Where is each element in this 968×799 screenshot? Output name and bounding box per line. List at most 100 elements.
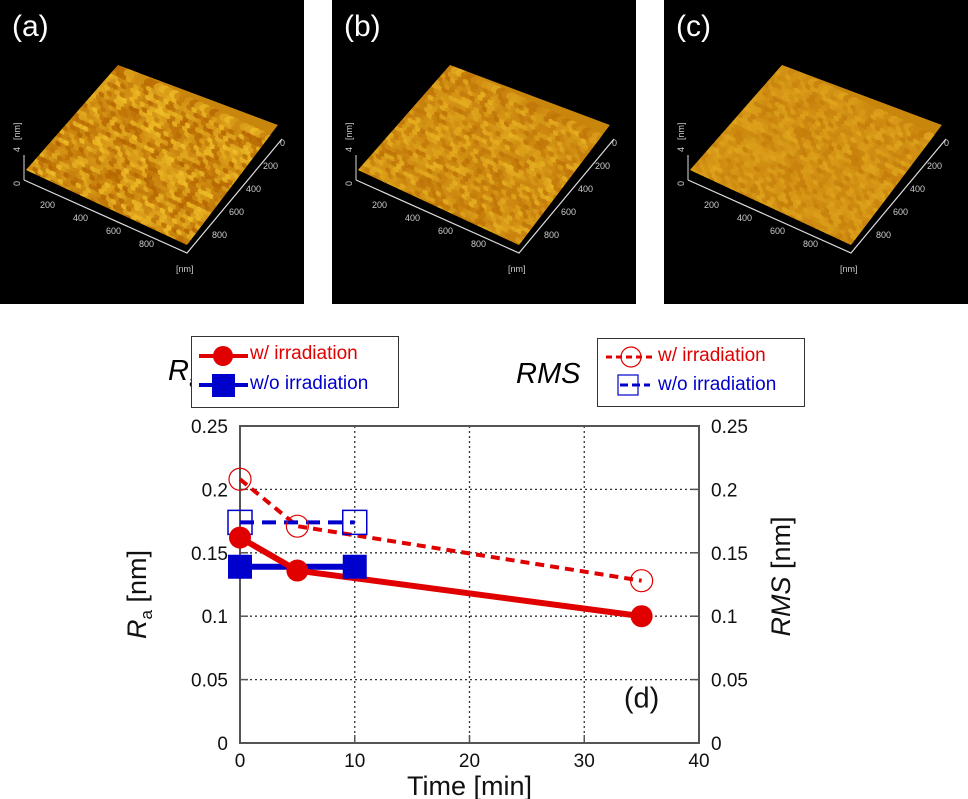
y-tick-label-left: 0.1 [202,607,228,628]
legend-left: w/ irradiation w/o irradiation [191,336,399,408]
legend-rms-irr-label: w/ irradiation [658,345,766,366]
panel-label-b: (b) [344,10,381,43]
legend-rms-irr-marker [620,346,642,368]
axis-labels: 0 00.05 0.050.1 0.10.15 0.150.2 0.20.25 0.250 1… [122,417,796,799]
afm-y-tick: 0 [280,138,285,148]
afm-y-tick: 200 [263,161,278,171]
panel-label-c: (c) [676,10,711,43]
y-axis-label-left-main: R [122,619,152,639]
y-axis-label-left: Ra [nm] [122,550,156,639]
afm-x-tick: 200 [40,200,55,210]
afm-y-tick: 200 [927,161,942,171]
afm-x-tick: 200 [704,200,719,210]
afm-y-tick: 0 [944,138,949,148]
legend-rms-noirr-label: w/o irradiation [658,374,777,395]
afm-panel-c: 0 4 [nm] 200 400 600 800 0 200 400 600 800 [nm] (c) [664,0,968,304]
y-tick-label-right: 0.05 [711,671,748,692]
afm-x-tick: 200 [372,200,387,210]
y-tick-label-right: 0.1 [711,607,737,628]
y-tick-label-right: 0.25 [711,417,748,438]
afm-z-unit: [nm] [676,122,686,140]
afm-x-tick: 800 [139,239,154,249]
afm-x-tick: 800 [803,239,818,249]
afm-unit: [nm] [508,264,526,274]
series-line-rms-w-irradiation [238,477,642,583]
y-tick-label-right: 0 [711,734,722,755]
afm-axes [355,138,615,254]
afm-z-unit: [nm] [12,122,22,140]
y-tick-label-left: 0.05 [191,671,228,692]
afm-x-tick: 600 [106,226,121,236]
afm-y-tick: 0 [612,138,617,148]
legend-right: w/ irradiation w/o irradiation [597,338,805,407]
grid-lines [240,426,699,743]
afm-y-tick: 400 [246,184,261,194]
x-tick-label: 30 [574,751,595,772]
afm-z-tick: 4 [676,147,686,152]
y-tick-label-left: 0.2 [202,480,228,501]
afm-x-tick: 400 [73,213,88,223]
afm-y-tick: 600 [561,207,576,217]
afm-z-tick: 4 [12,147,22,152]
y-tick-label-right: 0.2 [711,480,737,501]
x-tick-label: 10 [344,751,365,772]
marker-rms-w-o-irradiation [342,509,368,536]
afm-panel-b: 0 4 [nm] 200 400 600 800 0 200 400 600 800 [nm] (b) [332,0,636,304]
afm-z-zero: 0 [676,181,686,186]
marker-rms-w-irradiation [630,569,654,593]
afm-y-tick: 800 [212,230,227,240]
marker-ra-w-o-irradiation [228,554,252,579]
afm-x-tick: 400 [405,213,420,223]
marker-ra-w-irradiation [229,526,251,549]
y-axis-label-right: RMS [nm] [766,516,796,636]
afm-axes [23,138,283,254]
afm-y-tick: 800 [544,230,559,240]
afm-texture [358,65,610,245]
afm-y-tick: 800 [876,230,891,240]
legend-right-title: RMS [516,358,581,390]
afm-unit: [nm] [840,264,858,274]
afm-panel-a: 0 4 [nm] 200 400 600 800 0 200 400 600 800 [nm] (a) [0,0,304,304]
x-tick-label: 40 [688,751,709,772]
y-axis-label-left-unit: [nm] [122,550,152,610]
y-axis-label-left-sub: a [137,609,156,619]
afm-y-tick: 200 [595,161,610,171]
afm-z-tick: 4 [344,147,354,152]
x-axis-label: Time [min] [407,771,532,799]
legend-ra-irr-marker [213,346,233,366]
afm-y-tick: 600 [893,207,908,217]
afm-y-tick: 600 [229,207,244,217]
legend-left-title-main: R [168,355,189,387]
afm-axes [687,138,947,254]
y-tick-label-left: 0 [217,734,228,755]
legend-ra-noirr-marker [212,374,235,397]
legend-right-symbols [606,346,656,396]
afm-y-tick: 400 [578,184,593,194]
panel-label-d: (d) [624,682,659,714]
panel-label-a: (a) [12,10,49,43]
afm-x-tick: 800 [471,239,486,249]
data-series [227,467,654,628]
marker-ra-w-irradiation [630,605,653,628]
afm-surface-c: 0 4 [nm] 200 400 600 800 0 200 400 600 800 [nm] [676,65,949,274]
afm-z-unit: [nm] [344,122,354,140]
afm-x-tick: 600 [770,226,785,236]
legend-rms-noirr-marker [617,374,639,396]
x-tick-label: 20 [459,751,480,772]
afm-z-zero: 0 [12,181,22,186]
marker-ra-w-o-irradiation [342,554,367,579]
roughness-chart: 0 00.05 0.050.1 0.10.15 0.150.2 0.20.25 0.250 1… [122,417,796,799]
afm-unit: [nm] [176,264,194,274]
legend-ra-noirr-label: w/o irradiation [250,373,369,394]
marker-rms-w-irradiation [285,514,309,538]
afm-texture [26,65,278,245]
afm-surface-a: 0 4 [nm] 200 400 600 800 0 200 400 600 800 [nm] [12,65,285,274]
legend-left-symbols [199,346,248,397]
y-axis-label-right-main: RMS [766,577,796,637]
y-tick-label-left: 0.25 [191,417,228,438]
afm-x-tick: 400 [737,213,752,223]
afm-z-zero: 0 [344,181,354,186]
afm-x-tick: 600 [438,226,453,236]
y-tick-label-left: 0.15 [191,544,228,565]
afm-surface-b: 0 4 [nm] 200 400 600 800 0 200 400 600 800 [nm] [344,65,617,274]
